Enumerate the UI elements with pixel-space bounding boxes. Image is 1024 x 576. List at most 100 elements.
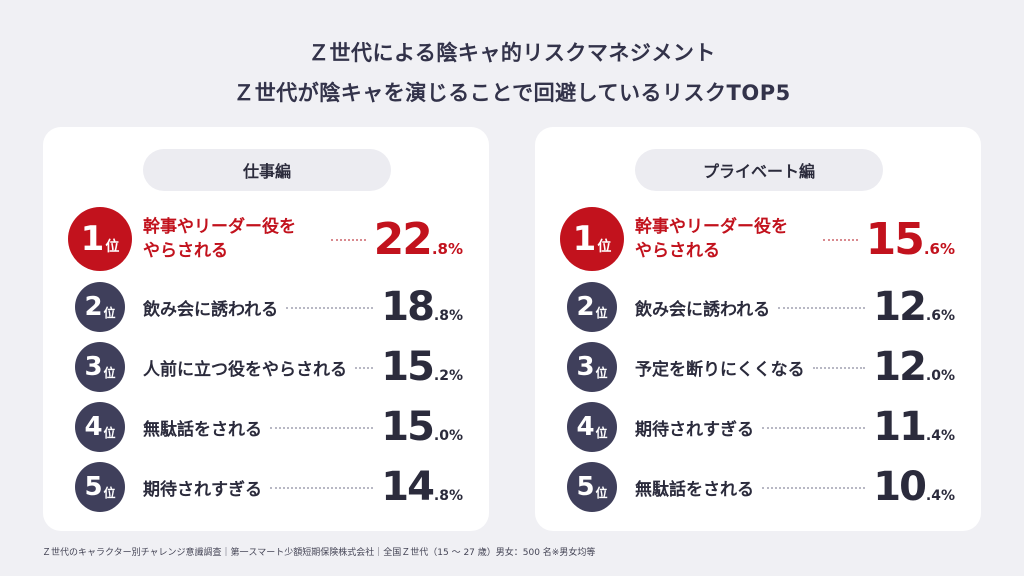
rank-suffix: 位 (105, 239, 120, 255)
leader-dots (331, 239, 366, 241)
value-decimal: .0% (925, 368, 955, 384)
rank-suffix: 位 (103, 305, 116, 320)
rank-number: 1 (80, 219, 105, 259)
rank-number: 5 (84, 472, 103, 502)
leader-dots (270, 427, 373, 429)
value-decimal: .4% (925, 488, 955, 504)
rank-number: 3 (576, 352, 595, 382)
value-integer: 18 (381, 284, 435, 330)
ranking-label-line2: やらされる (143, 241, 228, 261)
rank-suffix: 位 (103, 425, 116, 440)
rank-number: 1 (572, 219, 597, 259)
ranking-label-line1: 幹事やリーダー役を (635, 217, 788, 237)
ranking-value: 15.2% (381, 344, 463, 390)
ranking-label: 期待されすぎる (635, 420, 754, 440)
value-decimal: .6% (925, 308, 955, 324)
value-decimal: .6% (923, 240, 955, 258)
rank-suffix: 位 (595, 425, 608, 440)
ranking-label: 無駄話をされる (635, 480, 754, 500)
rank-number: 5 (576, 472, 595, 502)
ranking-value: 12.0% (873, 344, 955, 390)
ranking-label: 予定を断りにくくなる (635, 360, 805, 380)
value-integer: 22 (373, 214, 433, 265)
ranking-value: 10.4% (873, 464, 955, 510)
value-decimal: .2% (433, 368, 463, 384)
ranking-label: 幹事やリーダー役を やらされる (635, 215, 815, 263)
ranking-value: 15.6% (866, 214, 955, 265)
ranking-value: 14.8% (381, 464, 463, 510)
value-decimal: .4% (925, 428, 955, 444)
value-integer: 15 (381, 344, 435, 390)
leader-dots (823, 239, 858, 241)
ranking-value: 11.4% (873, 404, 955, 450)
value-integer: 12 (873, 344, 927, 390)
source-note: Ｚ世代のキャラクター別チャレンジ意識調査｜第一スマート少額短期保険株式会社｜全国… (42, 548, 596, 558)
rank-number: 4 (84, 412, 103, 442)
rank-suffix: 位 (597, 239, 612, 255)
ranking-label: 飲み会に誘われる (143, 300, 279, 320)
ranking-label: 期待されすぎる (143, 480, 262, 500)
chart-title-line2: Ｚ世代が陰キャを演じることで回避しているリスクTOP5 (233, 81, 791, 105)
rank-suffix: 位 (595, 365, 608, 380)
value-integer: 11 (873, 404, 927, 450)
leader-dots (286, 307, 373, 309)
rank-suffix: 位 (595, 305, 608, 320)
chart-title-line1: Ｚ世代による陰キャ的リスクマネジメント (308, 41, 716, 65)
ranking-value: 22.8% (374, 214, 463, 265)
ranking-label-line1: 幹事やリーダー役を (143, 217, 296, 237)
value-decimal: .8% (433, 488, 463, 504)
leader-dots (778, 307, 865, 309)
rank-number: 4 (576, 412, 595, 442)
rank-suffix: 位 (103, 485, 116, 500)
value-integer: 12 (873, 284, 927, 330)
ranking-value: 15.0% (381, 404, 463, 450)
leader-dots (762, 427, 865, 429)
value-integer: 14 (381, 464, 435, 510)
ranking-value: 18.8% (381, 284, 463, 330)
leader-dots (355, 367, 373, 369)
value-decimal: .8% (433, 308, 463, 324)
rank-number: 2 (576, 292, 595, 322)
leader-dots (762, 487, 865, 489)
value-integer: 10 (873, 464, 927, 510)
value-integer: 15 (865, 214, 925, 265)
ranking-label: 幹事やリーダー役を やらされる (143, 215, 323, 263)
ranking-label: 飲み会に誘われる (635, 300, 771, 320)
ranking-label: 人前に立つ役をやらされる (143, 360, 347, 380)
leader-dots (813, 367, 865, 369)
rank-number: 2 (84, 292, 103, 322)
leader-dots (270, 487, 373, 489)
panel-title-work: 仕事編 (143, 149, 391, 191)
ranking-value: 12.6% (873, 284, 955, 330)
ranking-label-line2: やらされる (635, 241, 720, 261)
rank-suffix: 位 (103, 365, 116, 380)
value-decimal: .8% (431, 240, 463, 258)
value-integer: 15 (381, 404, 435, 450)
rank-number: 3 (84, 352, 103, 382)
panel-title-private: プライベート編 (635, 149, 883, 191)
value-decimal: .0% (433, 428, 463, 444)
rank-suffix: 位 (595, 485, 608, 500)
ranking-label: 無駄話をされる (143, 420, 262, 440)
